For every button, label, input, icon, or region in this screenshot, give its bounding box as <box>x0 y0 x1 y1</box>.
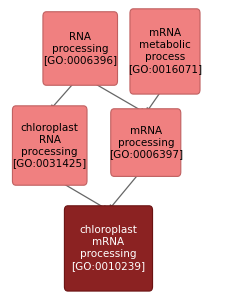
FancyBboxPatch shape <box>129 9 199 94</box>
FancyBboxPatch shape <box>12 106 87 185</box>
FancyBboxPatch shape <box>110 109 180 176</box>
FancyBboxPatch shape <box>64 206 152 291</box>
Text: chloroplast
mRNA
processing
[GO:0010239]: chloroplast mRNA processing [GO:0010239] <box>71 225 145 271</box>
FancyBboxPatch shape <box>43 12 117 85</box>
Text: chloroplast
RNA
processing
[GO:0031425]: chloroplast RNA processing [GO:0031425] <box>13 123 86 168</box>
Text: RNA
processing
[GO:0006396]: RNA processing [GO:0006396] <box>43 31 117 66</box>
Text: mRNA
processing
[GO:0006397]: mRNA processing [GO:0006397] <box>108 126 182 160</box>
Text: mRNA
metabolic
process
[GO:0016071]: mRNA metabolic process [GO:0016071] <box>127 29 201 74</box>
